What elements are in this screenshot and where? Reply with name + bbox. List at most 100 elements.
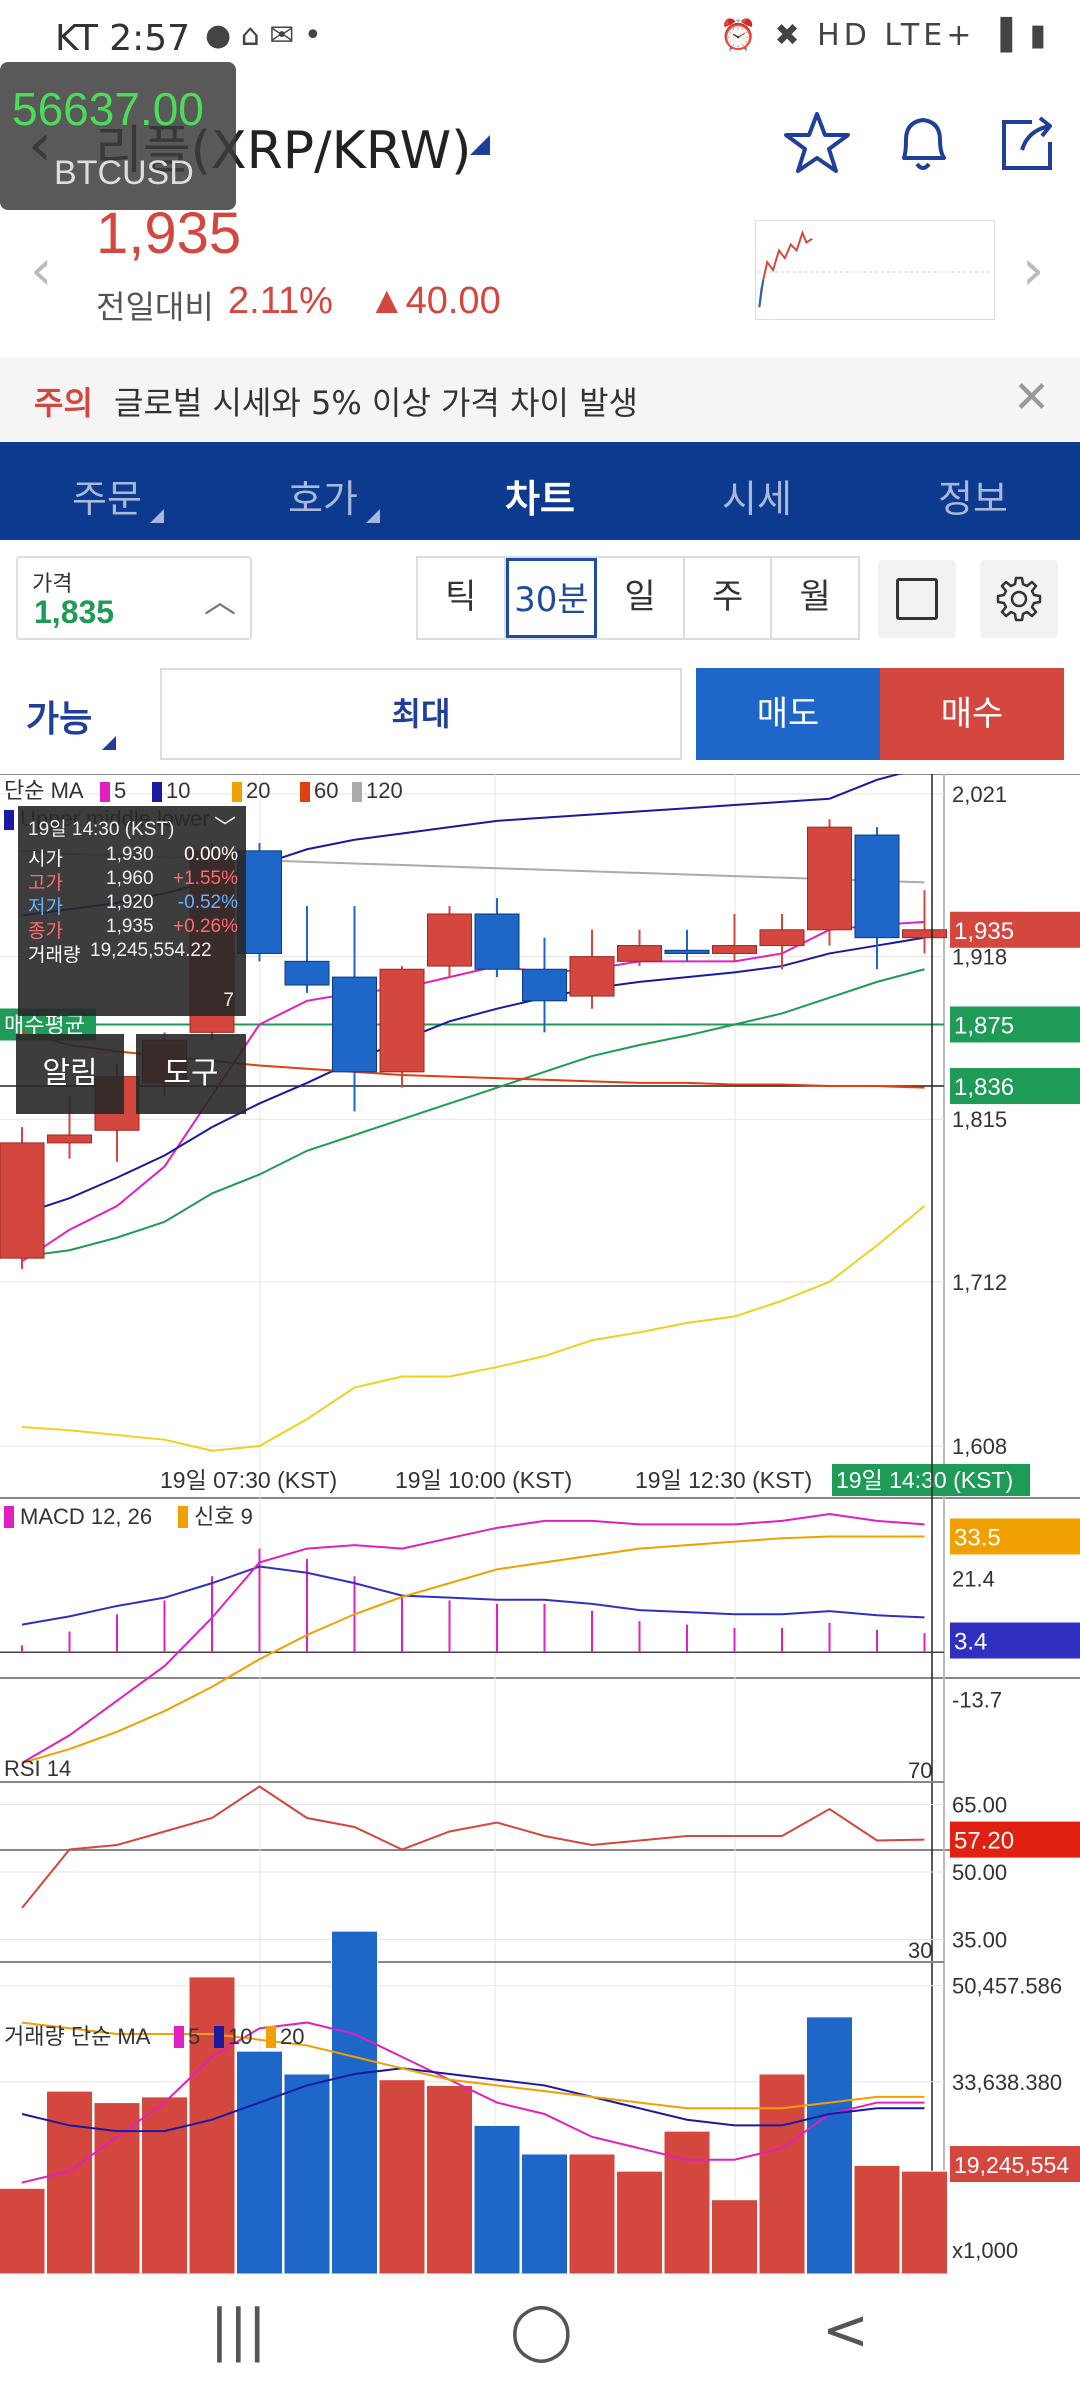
interval-30min[interactable]: 30분 [505,558,598,638]
candle-body [807,826,852,931]
bell-icon[interactable] [888,108,958,178]
alarm-button[interactable]: 알림 [16,1034,124,1114]
tools-button[interactable]: 도구 [136,1034,246,1114]
volume-bar [521,2153,568,2274]
ma-line [21,968,925,1258]
rsi-guide-label: 30 [908,1938,932,1963]
x-tick-label: 19일 07:30 (KST) [160,1467,337,1493]
home-icon[interactable]: ◯ [510,2298,573,2363]
ma-line [21,920,925,1263]
volume-bar [473,2124,521,2274]
recents-icon[interactable]: ||| [210,2298,267,2363]
legend-swatch [214,2026,224,2048]
macd-oscillator-line [21,1565,925,1626]
candle-body [854,834,900,939]
candle-body [902,929,947,939]
gear-icon [996,576,1042,622]
macd-legend-signal: 신호 9 [194,1504,253,1529]
tooltip-cell: 종가 [28,921,63,942]
chevron-up-icon[interactable]: ︿ [203,582,236,620]
interval-tick[interactable]: 틱 [418,558,506,638]
tab-orderbook[interactable]: 호가 [288,468,380,523]
crosshair-time-tag [832,1464,1030,1496]
candle-body [474,913,520,970]
tab-order[interactable]: 주문 [72,468,164,523]
legend-swatch [152,782,162,802]
available-dropdown-icon[interactable] [102,736,116,750]
buy-average-label: 매수평균 [4,1012,85,1037]
volume-bar [568,2153,616,2274]
chevron-down-icon[interactable]: ﹀ [213,815,236,840]
rsi-legend-name: RSI 14 [4,1756,71,1781]
candle-body [569,956,615,997]
star-icon[interactable] [782,108,852,178]
volume-legend-name: 거래량 단순 MA [4,2024,151,2049]
current-price: 1,935 [96,201,242,266]
widget-symbol: BTCUSD [54,154,194,192]
candle-body [664,949,710,954]
candle-body [759,929,805,947]
interval-month[interactable]: 월 [799,577,831,617]
macd-badge-label: 33.5 [954,1524,1001,1551]
tooltip-cell: 거래량 [28,945,81,966]
price-badge [950,911,1080,948]
settings-button[interactable] [980,560,1058,638]
legend-swatch [266,2026,276,2048]
macd-signal-line [21,1535,925,1764]
tab-chart[interactable]: 차트 [505,477,575,521]
rsi-badge [950,1821,1080,1858]
chart-canvas[interactable]: 2,021 1,918 1,815 1,712 1,608 매수평균 1,935 1,875 1… [0,774,1080,2274]
notice-tag: 주의 [34,384,93,422]
fullscreen-button[interactable] [878,560,956,638]
y-tick-label: 33,638.380 [952,2070,1062,2095]
volume-bar [758,2073,806,2274]
sparkline-chart[interactable] [755,220,995,320]
system-icons: ⏰ ✖ HD LTE+ ▐ ▮ [719,18,1050,53]
warning-notice: 주의 글로벌 시세와 5% 이상 가격 차이 발생 ✕ [0,358,1080,442]
legend-period: 120 [366,778,403,803]
tooltip-cell: -0.52% [177,892,238,913]
max-button[interactable]: 최대 [160,668,682,760]
tooltip-cell: 고가 [28,873,63,894]
tab-info[interactable]: 정보 [938,477,1008,521]
tooltip-time: 19일 14:30 (KST) [28,819,175,840]
back-icon[interactable]: < [822,2298,869,2363]
y-tick-label: 1,918 [952,945,1007,970]
notice-message: 글로벌 시세와 5% 이상 가격 차이 발생 [114,384,638,422]
volume-ma-line [21,2067,925,2133]
macd-legend-name: MACD 12, 26 [20,1504,152,1529]
volume-bar [806,2016,853,2274]
legend-swatch [100,782,110,802]
legend-swatch [300,782,310,802]
next-asset-arrow-icon[interactable]: › [1022,238,1045,303]
volume-bar [426,2084,473,2274]
close-icon[interactable]: ✕ [1013,372,1050,423]
buy-button[interactable]: 매수 [880,668,1064,760]
notification-icons: ● ⌂ ✉ • [205,18,322,53]
system-nav-bar: ||| ◯ < [0,2274,1080,2400]
tooltip-cell: 1,935 [106,916,154,937]
prev-asset-arrow-icon[interactable]: ‹ [30,238,53,303]
price-selector[interactable]: 가격 1,835 ︿ [16,556,252,640]
title-dropdown-icon[interactable] [470,135,490,155]
carrier-time: KT 2:57 [55,18,191,59]
tab-quotes[interactable]: 시세 [722,477,792,521]
square-icon [896,578,938,620]
candle-body [0,1142,45,1259]
legend-swatch [4,810,14,830]
tooltip-cell: 저가 [28,897,63,918]
tooltip-cell: 19,245,554.22 [90,940,212,961]
floating-ticker-widget[interactable]: 56637.00 BTCUSD [0,62,236,210]
available-selector[interactable]: 가능 [26,699,93,740]
share-icon[interactable] [992,108,1062,178]
tooltip-cell: 시가 [28,849,63,870]
volume-badge [950,2146,1080,2183]
main-tabs: 주문 호가 차트 시세 정보 [0,442,1080,540]
legend-swatch [178,1506,188,1528]
sell-button[interactable]: 매도 [696,668,880,760]
interval-week[interactable]: 주 [685,558,773,638]
legend-period: 5 [114,778,126,803]
interval-day[interactable]: 일 [597,558,685,638]
candle-body [47,1134,92,1144]
tooltip-cell: +0.26% [173,916,238,937]
